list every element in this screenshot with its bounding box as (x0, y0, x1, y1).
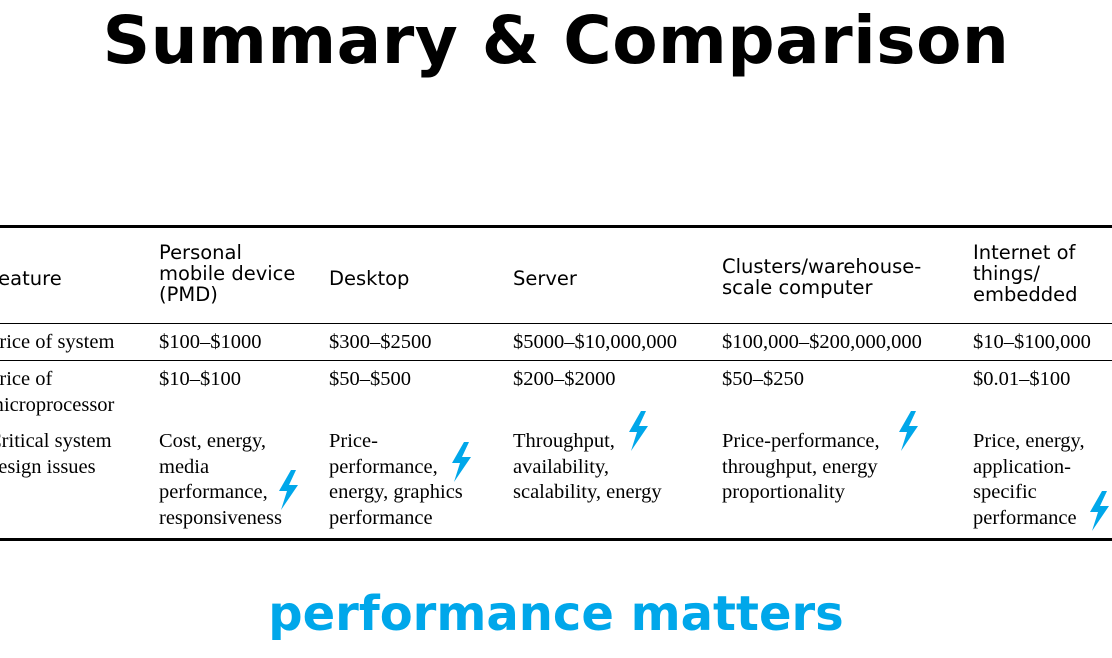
lightning-bolt-icon (275, 470, 300, 510)
lightning-bolt-icon (448, 442, 473, 482)
row-price-micro-server: $200–$2000 (513, 368, 616, 390)
row-design-issues-desktop: Price- performance, energy, graphics per… (329, 430, 463, 529)
header-server: Server (513, 267, 577, 290)
row-price-system-pmd: $100–$1000 (159, 331, 262, 353)
lightning-bolt-icon (1086, 491, 1111, 531)
performance-tagline: performance matters (268, 586, 844, 642)
row-price-micro-iot: $0.01–$100 (973, 368, 1071, 390)
row-design-issues-feature: Critical system design issues (0, 430, 112, 478)
header-desktop: Desktop (329, 267, 410, 290)
header-pmd: Personal mobile device (PMD) (159, 241, 296, 306)
row-design-issues-pmd: Cost, energy, media performance, respons… (159, 430, 282, 529)
table-header-rule (0, 323, 1112, 324)
table-bottom-rule (0, 538, 1112, 541)
row-price-micro-desktop: $50–$500 (329, 368, 411, 390)
row-design-issues-iot: Price, energy, application- specific per… (973, 430, 1085, 529)
lightning-bolt-icon (895, 411, 920, 451)
page-title: Summary & Comparison (102, 2, 1010, 79)
header-feature: Feature (0, 267, 62, 290)
row-price-micro-feature: Price of microprocessor (0, 368, 115, 416)
header-iot: Internet of things/ embedded (973, 241, 1078, 306)
table-row-rule (0, 360, 1112, 361)
row-price-system-feature: Price of system (0, 331, 115, 353)
row-price-system-server: $5000–$10,000,000 (513, 331, 677, 353)
row-price-system-desktop: $300–$2500 (329, 331, 432, 353)
row-design-issues-clusters: Price-performance, throughput, energy pr… (722, 430, 880, 503)
row-price-micro-pmd: $10–$100 (159, 368, 241, 390)
row-price-system-iot: $10–$100,000 (973, 331, 1091, 353)
header-clusters: Clusters/warehouse- scale computer (722, 255, 922, 299)
row-price-system-clusters: $100,000–$200,000,000 (722, 331, 922, 353)
table-top-rule (0, 225, 1112, 228)
row-design-issues-server: Throughput, availability, scalability, e… (513, 430, 662, 503)
row-price-micro-clusters: $50–$250 (722, 368, 804, 390)
lightning-bolt-icon (625, 411, 650, 451)
